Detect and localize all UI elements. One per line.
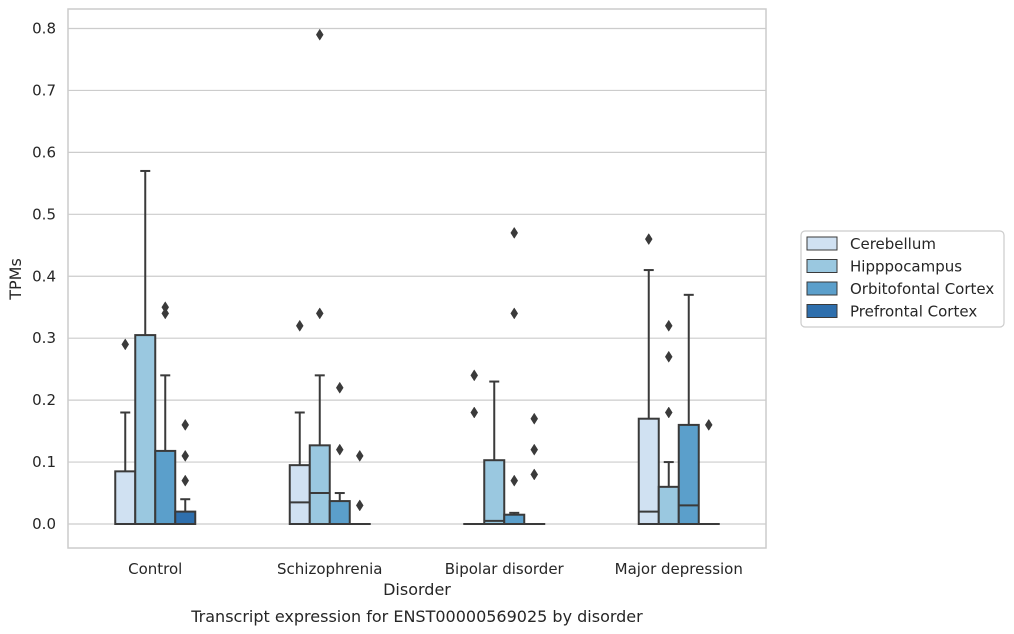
- outlier-point: [664, 350, 673, 363]
- legend-label: Cerebellum: [850, 235, 936, 253]
- outlier-point: [335, 443, 344, 456]
- x-tick-label: Control: [128, 560, 182, 578]
- legend-label: Prefrontal Cortex: [850, 303, 977, 321]
- box-cerebellum: [637, 233, 660, 525]
- box-cerebellum: [463, 369, 486, 526]
- outlier-point: [315, 307, 324, 320]
- y-tick-label: 0.5: [32, 205, 56, 223]
- outlier-point: [181, 418, 190, 431]
- box-hipppocampus: [657, 319, 680, 525]
- legend-label: Orbitofontal Cortex: [850, 280, 994, 298]
- outlier-point: [510, 474, 519, 487]
- box-body: [483, 459, 506, 525]
- outlier-point: [161, 301, 170, 314]
- outlier-point: [470, 406, 479, 419]
- box-body: [134, 334, 157, 526]
- outlier-point: [470, 369, 479, 382]
- box-orbitofontal-cortex: [328, 381, 351, 526]
- outlier-point: [315, 28, 324, 41]
- outlier-point: [181, 474, 190, 487]
- box-body: [114, 470, 137, 525]
- box-cerebellum: [288, 319, 311, 525]
- box-body: [503, 513, 526, 525]
- figure-caption: Transcript expression for ENST0000056902…: [190, 607, 643, 626]
- box-hipppocampus: [134, 169, 157, 526]
- box-body: [308, 444, 331, 526]
- outlier-point: [355, 499, 364, 512]
- plot-frame: [67, 8, 767, 549]
- box-body: [637, 417, 660, 525]
- legend-swatch: [806, 281, 838, 296]
- legend-swatch: [806, 236, 838, 251]
- box-prefrontal-cortex: [697, 418, 720, 526]
- y-tick-label: 0.7: [32, 81, 56, 99]
- outlier-point: [295, 319, 304, 332]
- outlier-point: [664, 319, 673, 332]
- outlier-point: [161, 307, 170, 320]
- outlier-point: [510, 226, 519, 239]
- y-tick-label: 0.4: [32, 267, 56, 285]
- box-body: [677, 423, 700, 525]
- legend-box: [800, 230, 1005, 328]
- legend-swatch: [806, 259, 838, 273]
- outlier-point: [121, 338, 130, 351]
- outlier-point: [530, 412, 539, 425]
- x-tick-label: Major depression: [615, 560, 743, 578]
- outlier-point: [181, 449, 190, 462]
- box-prefrontal-cortex: [523, 412, 546, 526]
- outlier-point: [335, 381, 344, 394]
- y-axis-title: TPMs: [6, 258, 25, 301]
- box-cerebellum: [114, 338, 137, 525]
- y-tick-label: 0.2: [32, 391, 56, 409]
- box-prefrontal-cortex: [174, 418, 197, 525]
- box-hipppocampus: [308, 28, 331, 526]
- legend-swatch: [806, 304, 838, 318]
- outlier-point: [530, 468, 539, 481]
- axes: 0.0 0.1 0.2 0.3 0.4 0.5 0.6 0.7 0.8 Control Schizo…: [32, 8, 767, 578]
- box-body: [288, 464, 311, 525]
- box-hipppocampus: [483, 380, 506, 525]
- box-plots: [114, 28, 720, 526]
- y-tick-label: 0.8: [32, 20, 56, 38]
- outlier-point: [664, 406, 673, 419]
- box-orbitofontal-cortex: [154, 301, 177, 526]
- box-orbitofontal-cortex: [503, 226, 526, 525]
- x-tick-label: Schizophrenia: [277, 560, 382, 578]
- outlier-point: [644, 233, 653, 246]
- outlier-point: [355, 449, 364, 462]
- outlier-point: [530, 443, 539, 456]
- y-tick-label: 0.1: [32, 453, 56, 471]
- box-body: [657, 485, 680, 525]
- x-axis-title: Disorder: [383, 580, 451, 599]
- x-tick-label: Bipolar disorder: [445, 560, 565, 578]
- y-tick-label: 0.6: [32, 143, 56, 161]
- outlier-point: [510, 307, 519, 320]
- gridlines: [68, 27, 766, 525]
- legend-label: Hipppocampus: [850, 258, 962, 276]
- box-body: [174, 510, 197, 525]
- box-body: [328, 500, 351, 526]
- legend: Cerebellum Hipppocampus Orbitofontal Corte…: [800, 230, 1005, 328]
- outlier-point: [704, 418, 713, 431]
- box-body: [154, 449, 177, 526]
- y-tick-label: 0.3: [32, 329, 56, 347]
- box-orbitofontal-cortex: [677, 293, 700, 525]
- box-prefrontal-cortex: [348, 449, 371, 526]
- y-tick-label: 0.0: [32, 515, 56, 533]
